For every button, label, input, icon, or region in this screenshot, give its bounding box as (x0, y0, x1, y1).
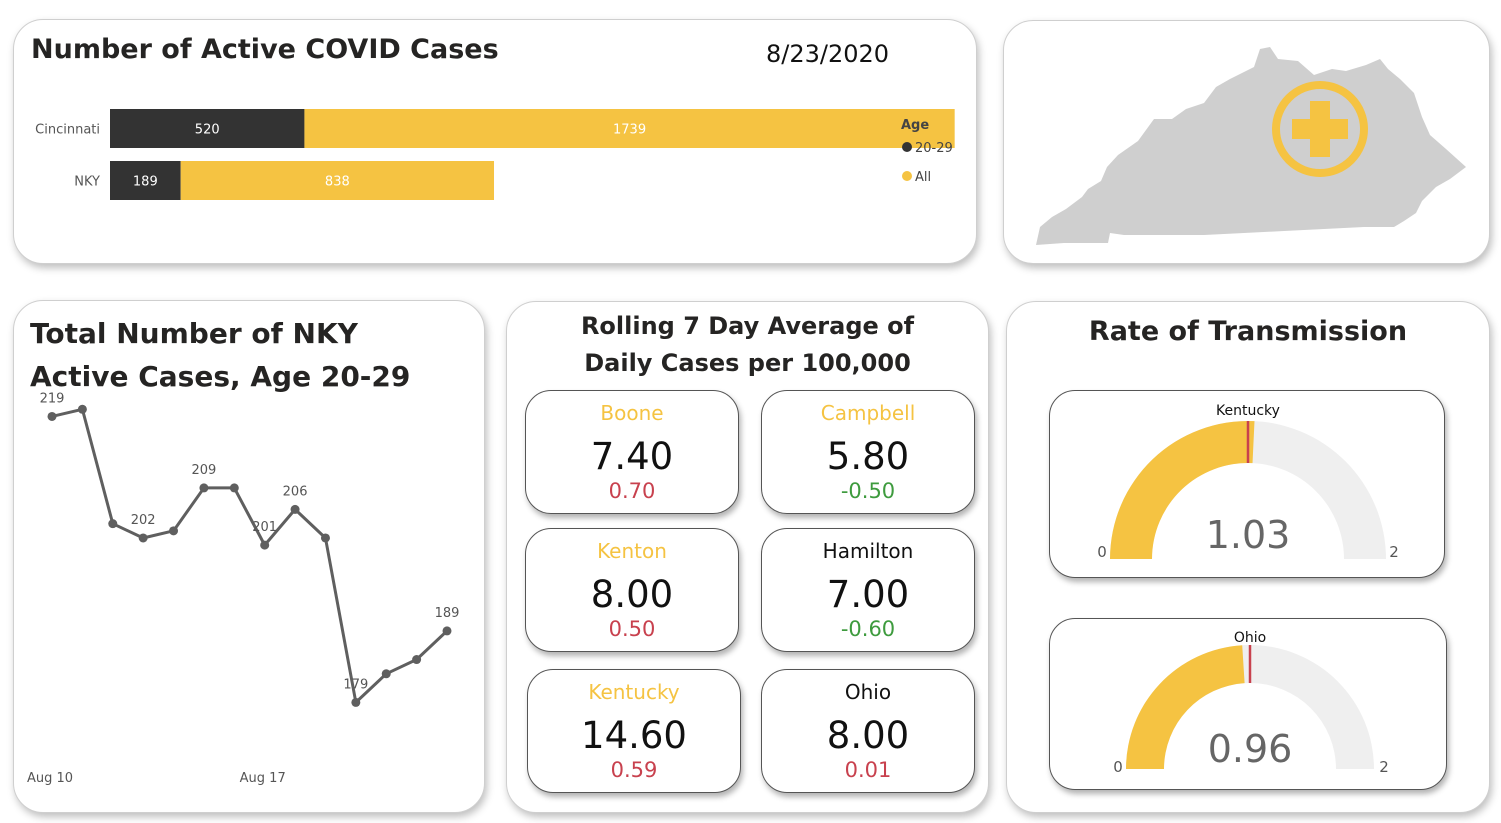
data-point (138, 533, 148, 543)
gauge-max-label: 2 (1389, 543, 1399, 561)
gauge-ohio: Ohio 0.96 0 2 (1113, 630, 1389, 776)
gauge-min-label: 0 (1097, 543, 1107, 561)
data-point (229, 483, 239, 493)
gauge-fill (1110, 421, 1255, 559)
tile-name: Kentucky (588, 680, 680, 704)
gauge-max-label: 2 (1379, 758, 1389, 776)
tile-delta: -0.60 (840, 617, 896, 641)
active-cases-card: Number of Active COVID Cases 8/23/2020 C… (13, 19, 977, 264)
tile-value: 8.00 (590, 573, 674, 616)
data-point (108, 519, 118, 529)
category-label: Cincinnati (35, 123, 100, 138)
rolling-title-line2: Daily Cases per 100,000 (584, 349, 911, 377)
tile-value: 14.60 (581, 714, 687, 757)
point-label: 179 (343, 677, 368, 692)
legend-entry: All (915, 170, 931, 185)
tile-name: Hamilton (822, 539, 914, 563)
data-point (320, 533, 330, 543)
bar-data-label: 838 (325, 175, 350, 190)
rolling-average-card: Rolling 7 Day Average of Daily Cases per… (506, 301, 989, 813)
tile-value: 7.40 (590, 435, 674, 478)
tile-value: 5.80 (826, 435, 910, 478)
data-point (199, 483, 209, 493)
bar-data-label: 189 (133, 175, 158, 190)
tile-delta: 0.59 (610, 758, 658, 782)
bar-data-label: 1739 (613, 123, 646, 138)
tile-hamilton: Hamilton 7.00 -0.60 (761, 528, 975, 652)
tile-campbell: Campbell 5.80 -0.50 (761, 390, 975, 514)
legend-title: Age (901, 118, 929, 133)
nky-line-card: Total Number of NKY Active Cases, Age 20… (13, 300, 485, 813)
tile-delta: 0.01 (844, 758, 892, 782)
gauge-min-label: 0 (1113, 758, 1123, 776)
point-label: 209 (192, 463, 217, 478)
tile-boone: Boone 7.40 0.70 (525, 390, 739, 514)
active-cases-title: Number of Active COVID Cases (31, 34, 499, 65)
plus-circle-icon (1272, 81, 1368, 177)
point-label: 189 (435, 606, 460, 621)
data-point (442, 626, 452, 636)
data-point (260, 540, 270, 550)
x-tick-label: Aug 10 (27, 771, 73, 786)
tile-delta: 0.70 (608, 479, 656, 503)
rolling-title-line1: Rolling 7 Day Average of (580, 312, 915, 340)
data-point (381, 669, 391, 679)
legend-entry: 20-29 (915, 141, 953, 156)
category-label: NKY (74, 175, 100, 190)
gauge-name: Ohio (1234, 630, 1266, 646)
bar-20-29 (110, 109, 305, 148)
gauge-value: 0.96 (1208, 727, 1293, 771)
legend-marker (902, 171, 912, 181)
plus-icon (1292, 101, 1348, 157)
point-label: 206 (283, 484, 308, 499)
gauge-fill (1126, 645, 1245, 769)
gauge-name: Kentucky (1216, 403, 1280, 419)
report-date: 8/23/2020 (766, 40, 890, 68)
tile-kentucky: Kentucky 14.60 0.59 (527, 669, 741, 793)
tile-ohio: Ohio 8.00 0.01 (761, 669, 975, 793)
gauge-ohio-box: Ohio 0.96 0 2 (1049, 618, 1447, 790)
nky-line-title-line1: Total Number of NKY (30, 317, 358, 350)
tile-name: Boone (600, 401, 664, 425)
tile-name: Ohio (844, 680, 892, 704)
data-point (290, 504, 300, 514)
point-label: 219 (40, 391, 65, 406)
legend-marker (902, 142, 912, 152)
bar-all (304, 109, 955, 148)
transmission-title: Rate of Transmission (1088, 316, 1408, 347)
active-cases-bar-chart: Cincinnati 520 1739 NKY 189 838 Age 20-29 All (35, 109, 955, 200)
point-label: 202 (131, 513, 156, 528)
x-tick-label: Aug 17 (240, 771, 286, 786)
data-point (351, 697, 361, 707)
point-label: 201 (252, 520, 277, 535)
transmission-card: Rate of Transmission Kentucky 1.03 0 2 Ohio… (1006, 301, 1490, 813)
tile-kenton: Kenton 8.00 0.50 (525, 528, 739, 652)
bar-all (180, 161, 495, 200)
tile-value: 8.00 (826, 714, 910, 757)
tile-value: 7.00 (826, 573, 910, 616)
data-point (47, 411, 57, 421)
series-line (51, 407, 449, 704)
gauge-kentucky: Kentucky 1.03 0 2 (1097, 403, 1399, 561)
data-point (412, 655, 422, 665)
tile-name: Campbell (820, 401, 916, 425)
tile-name: Kenton (597, 539, 667, 563)
kentucky-map-with-plus-icon (1036, 47, 1466, 245)
data-point (77, 404, 87, 414)
bar-data-label: 520 (195, 123, 220, 138)
bar-20-29 (110, 161, 181, 200)
nky-line-chart: 219 202 209 201 206 179 189 Aug 10 Aug 17 (27, 391, 460, 786)
data-point (169, 526, 179, 536)
gauge-value: 1.03 (1206, 513, 1291, 557)
tile-delta: 0.50 (608, 617, 656, 641)
kentucky-state-shape (1036, 47, 1466, 245)
nky-line-title-line2: Active Cases, Age 20-29 (30, 360, 411, 393)
map-card (1003, 20, 1490, 264)
tile-delta: -0.50 (840, 479, 896, 503)
gauge-kentucky-box: Kentucky 1.03 0 2 (1049, 390, 1445, 578)
